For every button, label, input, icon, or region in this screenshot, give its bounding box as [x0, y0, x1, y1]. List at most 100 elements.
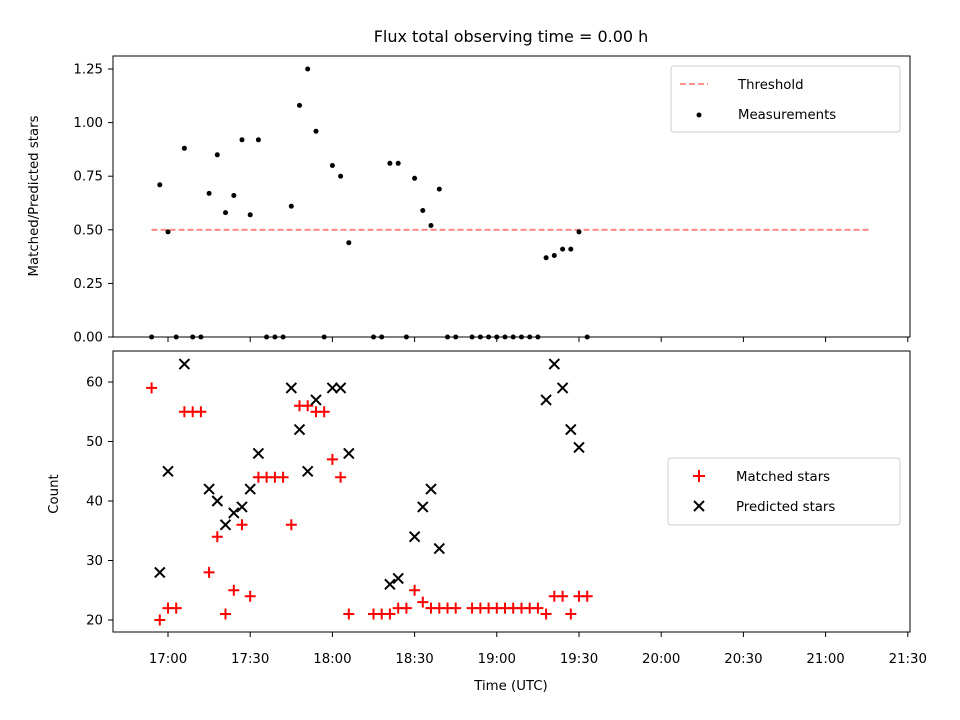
ratio-y-tick-label: 0.50	[73, 223, 103, 238]
measurement-point	[231, 193, 237, 198]
ratio-legend-box	[670, 65, 901, 133]
ratio-y-tick-label: 0.00	[73, 331, 103, 346]
count-x-axis: 17:00 17:30 18:00 18:30 19:00 19:30 20:00 20:30…	[149, 632, 927, 667]
count-y-tick-label: 30	[86, 554, 103, 569]
predicted-star-point	[211, 495, 224, 507]
count-y-tick-label: 50	[86, 435, 103, 450]
measurement-point	[288, 203, 294, 209]
measurement-point	[568, 246, 574, 252]
x-tick-label: 17:30	[231, 652, 269, 667]
predicted-star-point	[162, 465, 174, 478]
matched-star-point	[384, 608, 396, 620]
measurement-point	[387, 160, 393, 166]
predicted-star-point	[573, 441, 585, 454]
predicted-star-point	[343, 447, 355, 460]
ratio-y-axis: 0.00 0.25 0.50 0.75 1.00 1.25	[73, 63, 909, 346]
x-tick-label: 20:00	[642, 652, 680, 667]
matched-star-point	[302, 400, 314, 412]
count-y-axis-label: Count	[47, 474, 62, 514]
matched-star-point	[146, 382, 158, 394]
ratio-y-axis-label: Matched/Predicted stars	[27, 115, 42, 276]
count-y-axis: 20 30 40 50 60	[86, 376, 113, 629]
measurement-point	[223, 210, 228, 216]
count-y-tick-label: 20	[86, 614, 103, 629]
x-tick-label: 21:30	[889, 652, 927, 667]
measurement-point	[165, 229, 171, 235]
ratio-y-tick-label: 0.75	[73, 170, 103, 185]
x-tick-label: 19:30	[560, 652, 598, 667]
matched-star-point	[318, 406, 330, 418]
count-panel: 20 30 40 50 60 17:00 17:30 18:00 18:30 19:00 19:3…	[47, 350, 927, 694]
matched-star-point	[244, 590, 256, 602]
x-tick-label: 17:00	[149, 652, 187, 667]
measurement-point	[560, 246, 566, 252]
x-tick-label: 20:30	[724, 652, 762, 667]
measurement-point	[543, 255, 549, 261]
matched-star-point	[409, 584, 421, 596]
measurement-point	[239, 137, 245, 143]
predicted-star-point	[540, 394, 552, 406]
measurement-point	[346, 240, 352, 246]
measurement-point	[436, 186, 442, 192]
count-y-tick-label: 60	[86, 376, 103, 391]
x-tick-label: 19:00	[478, 652, 516, 667]
predicted-star-point	[548, 358, 561, 370]
matched-legend-marker	[693, 470, 705, 482]
predicted-legend-label: Predicted stars	[736, 500, 835, 515]
matched-star-point	[170, 602, 182, 614]
ratio-y-tick-label: 1.00	[73, 116, 103, 131]
matched-star-point	[195, 406, 207, 418]
measurement-point	[412, 175, 418, 181]
predicted-star-point	[556, 382, 569, 394]
measurement-point	[305, 66, 311, 72]
matched-star-point	[532, 602, 544, 614]
ratio-panel: Flux total observing time = 0.00 h 0.000…	[27, 27, 911, 346]
predicted-star-point	[565, 423, 577, 436]
predicted-star-point	[384, 578, 396, 591]
predicted-star-point	[154, 566, 166, 579]
matched-star-point	[154, 614, 166, 626]
predicted-star-point	[310, 394, 322, 406]
predicted-star-point	[392, 572, 404, 585]
count-legend: Matched stars Predicted stars	[667, 457, 901, 526]
threshold-legend-label: Threshold	[737, 78, 804, 93]
measurement-point	[313, 128, 319, 134]
count-plot-frame	[112, 350, 911, 633]
matched-star-point	[400, 602, 412, 614]
predicted-star-point	[203, 483, 215, 495]
predicted-star-point	[408, 530, 421, 543]
ratio-marks	[149, 66, 870, 340]
matched-star-point	[236, 519, 248, 531]
predicted-star-point	[219, 519, 232, 531]
predicted-star-point	[236, 501, 248, 513]
measurements-legend-label: Measurements	[738, 108, 836, 123]
matched-star-point	[565, 608, 577, 620]
measurements-legend-marker	[696, 112, 702, 118]
measurement-point	[420, 208, 426, 213]
predicted-star-point	[425, 483, 437, 495]
ratio-y-tick-label: 1.25	[73, 63, 103, 78]
measurement-point	[338, 173, 344, 179]
ratio-legend: Threshold Measurements	[670, 65, 901, 133]
x-tick-label: 18:30	[395, 652, 433, 667]
measurement-point	[297, 102, 302, 108]
ratio-plot-frame	[112, 55, 911, 338]
measurement-point	[395, 160, 401, 166]
matched-star-point	[581, 590, 593, 602]
measurement-point	[551, 253, 557, 258]
matched-star-point	[540, 608, 552, 620]
matched-star-point	[220, 608, 231, 620]
predicted-star-point	[228, 507, 240, 519]
measurement-point	[206, 190, 212, 196]
matched-star-point	[326, 453, 338, 465]
predicted-star-point	[285, 382, 298, 394]
matched-star-point	[203, 566, 215, 578]
x-axis-label: Time (UTC)	[473, 679, 548, 694]
matched-star-point	[557, 590, 569, 602]
x-tick-label: 21:00	[806, 652, 844, 667]
measurement-point	[181, 145, 187, 151]
matched-star-point	[277, 471, 289, 483]
matched-star-point	[228, 584, 240, 596]
matched-star-point	[335, 471, 347, 483]
